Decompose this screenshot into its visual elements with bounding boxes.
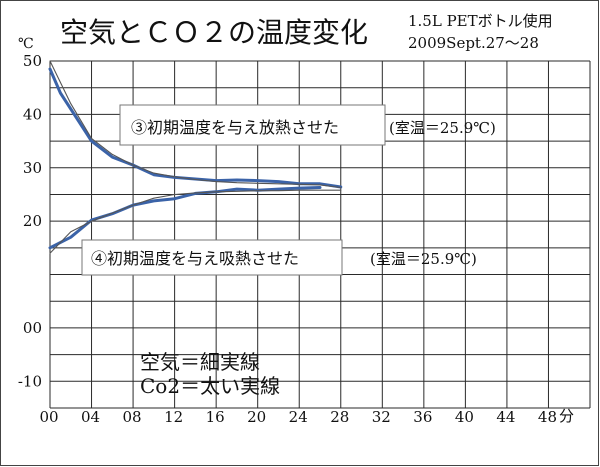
heat-release-annotation-box: [119, 104, 386, 146]
y-axis-unit-label: ℃: [18, 36, 34, 52]
series-lines: [48, 60, 343, 254]
x-axis-unit-label: 分: [559, 407, 574, 425]
tick-labels: 00 04 08 12 16 20 24 28 32 36 40 44 48 50 40 30 20 00 -10: [18, 52, 557, 426]
warming-co2-line: [48, 186, 322, 250]
x-tick-label: 00: [39, 408, 58, 426]
legend-co2-thick-line: Co2＝太い実線: [140, 374, 280, 398]
chart-subtitle-line-2: 2009Sept.27～28: [408, 34, 539, 52]
x-tick-label: 08: [123, 408, 142, 426]
y-tick-label: 40: [23, 105, 42, 123]
x-tick-label: 32: [372, 408, 391, 426]
y-tick-label: -10: [18, 372, 42, 390]
heat-absorb-annotation: ④初期温度を与え吸熱させた: [91, 249, 299, 268]
x-tick-label: 28: [330, 408, 349, 426]
chart-subtitle-line-1: 1.5L PETボトル使用: [408, 12, 553, 30]
heat-release-room-temp: (室温＝25.9℃): [389, 119, 496, 137]
y-tick-label: 20: [23, 212, 42, 230]
chart-title: 空気とＣＯ２の温度変化: [60, 16, 368, 49]
x-tick-label: 40: [455, 408, 474, 426]
x-tick-label: 36: [413, 408, 432, 426]
x-tick-label: 48: [538, 408, 557, 426]
y-tick-label: 00: [23, 319, 42, 337]
x-tick-label: 20: [247, 408, 266, 426]
legend-air-thin-line: 空気＝細実線: [140, 350, 260, 374]
heat-absorb-room-temp: (室温＝25.9℃): [370, 250, 477, 268]
y-tick-label: 30: [23, 159, 42, 177]
cooling-air-line: [49, 60, 342, 189]
x-tick-label: 16: [206, 408, 225, 426]
x-tick-label: 04: [81, 408, 100, 426]
heat-release-annotation: ③初期温度を与え放熱させた: [131, 118, 339, 137]
x-tick-label: 24: [289, 408, 308, 426]
heat-absorb-annotation-box: [81, 239, 343, 276]
x-tick-label: 12: [164, 408, 183, 426]
warming-air-line: [49, 189, 342, 254]
y-tick-label: 50: [23, 52, 42, 70]
x-tick-label: 44: [496, 408, 515, 426]
